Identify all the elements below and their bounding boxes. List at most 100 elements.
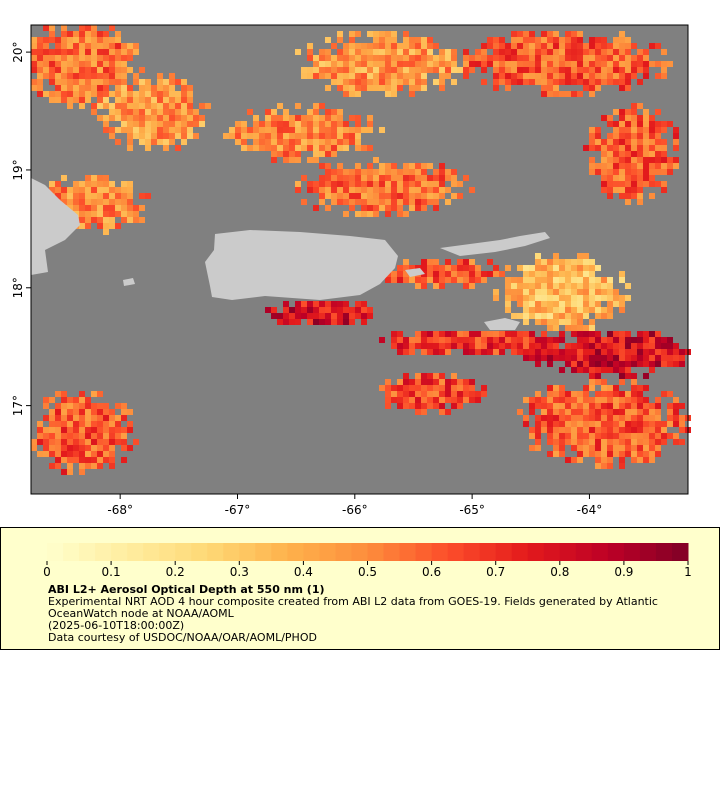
aerosol-pixel xyxy=(565,439,571,445)
aerosol-pixel xyxy=(259,121,265,127)
aerosol-pixel xyxy=(637,445,643,451)
aerosol-pixel xyxy=(349,169,355,175)
aerosol-pixel xyxy=(121,403,127,409)
aerosol-pixel xyxy=(433,397,439,403)
y-tick-label: 17° xyxy=(11,395,25,416)
aerosol-pixel xyxy=(529,73,535,79)
aerosol-pixel xyxy=(469,259,475,265)
aerosol-pixel xyxy=(79,403,85,409)
aerosol-pixel xyxy=(325,187,331,193)
aerosol-pixel xyxy=(439,85,445,91)
aerosol-pixel xyxy=(445,67,451,73)
colorbar-cell xyxy=(671,543,689,561)
aerosol-pixel xyxy=(583,49,589,55)
aerosol-pixel xyxy=(559,61,565,67)
aerosol-pixel xyxy=(121,49,127,55)
aerosol-pixel xyxy=(661,49,667,55)
aerosol-pixel xyxy=(463,385,469,391)
aerosol-pixel xyxy=(367,121,373,127)
aerosol-pixel xyxy=(241,133,247,139)
aerosol-pixel xyxy=(655,337,661,343)
aerosol-pixel xyxy=(589,169,595,175)
aerosol-pixel xyxy=(175,91,181,97)
aerosol-pixel xyxy=(655,445,661,451)
aerosol-pixel xyxy=(613,415,619,421)
aerosol-pixel xyxy=(67,43,73,49)
aerosol-pixel xyxy=(601,181,607,187)
aerosol-pixel xyxy=(577,445,583,451)
aerosol-pixel xyxy=(163,79,169,85)
aerosol-pixel xyxy=(253,139,259,145)
aerosol-pixel xyxy=(385,277,391,283)
aerosol-pixel xyxy=(37,439,43,445)
aerosol-pixel xyxy=(289,121,295,127)
aerosol-pixel xyxy=(517,313,523,319)
aerosol-pixel xyxy=(583,253,589,259)
colorbar-tick-label: 0.7 xyxy=(486,565,505,579)
aerosol-pixel xyxy=(355,211,361,217)
aerosol-pixel xyxy=(349,319,355,325)
aerosol-pixel xyxy=(661,139,667,145)
aerosol-pixel xyxy=(619,151,625,157)
aerosol-pixel xyxy=(613,409,619,415)
aerosol-pixel xyxy=(73,193,79,199)
aerosol-pixel xyxy=(427,271,433,277)
aerosol-pixel xyxy=(547,55,553,61)
aerosol-pixel xyxy=(115,55,121,61)
aerosol-pixel xyxy=(457,379,463,385)
aerosol-pixel xyxy=(559,79,565,85)
aerosol-pixel xyxy=(541,427,547,433)
aerosol-pixel xyxy=(541,37,547,43)
aerosol-pixel xyxy=(397,61,403,67)
aerosol-pixel xyxy=(643,343,649,349)
aerosol-pixel xyxy=(361,49,367,55)
aerosol-pixel xyxy=(589,355,595,361)
aerosol-pixel xyxy=(385,43,391,49)
aerosol-pixel xyxy=(133,73,139,79)
aerosol-pixel xyxy=(49,421,55,427)
aerosol-pixel xyxy=(499,271,505,277)
aerosol-pixel xyxy=(649,337,655,343)
aerosol-pixel xyxy=(391,193,397,199)
aerosol-pixel xyxy=(535,445,541,451)
aerosol-pixel xyxy=(601,157,607,163)
aerosol-pixel xyxy=(529,61,535,67)
aerosol-pixel xyxy=(613,337,619,343)
aerosol-pixel xyxy=(109,25,115,31)
aerosol-pixel xyxy=(601,73,607,79)
aerosol-pixel xyxy=(643,49,649,55)
aerosol-pixel xyxy=(517,31,523,37)
aerosol-pixel xyxy=(595,265,601,271)
aerosol-pixel xyxy=(511,331,517,337)
aerosol-pixel xyxy=(613,361,619,367)
aerosol-pixel xyxy=(55,421,61,427)
aerosol-pixel xyxy=(661,127,667,133)
aerosol-pixel xyxy=(349,67,355,73)
aerosol-pixel xyxy=(511,49,517,55)
aerosol-pixel xyxy=(391,205,397,211)
aerosol-pixel xyxy=(451,271,457,277)
aerosol-pixel xyxy=(607,151,613,157)
aerosol-pixel xyxy=(493,49,499,55)
aerosol-pixel xyxy=(103,451,109,457)
aerosol-pixel xyxy=(415,265,421,271)
aerosol-pixel xyxy=(133,217,139,223)
aerosol-pixel xyxy=(169,91,175,97)
aerosol-pixel xyxy=(103,187,109,193)
aerosol-pixel xyxy=(643,151,649,157)
aerosol-pixel xyxy=(49,433,55,439)
aerosol-pixel xyxy=(319,193,325,199)
aerosol-pixel xyxy=(415,67,421,73)
aerosol-pixel xyxy=(619,163,625,169)
aerosol-pixel xyxy=(343,139,349,145)
aerosol-pixel xyxy=(475,61,481,67)
aerosol-pixel xyxy=(637,451,643,457)
aerosol-pixel xyxy=(601,163,607,169)
aerosol-pixel xyxy=(463,277,469,283)
aerosol-pixel xyxy=(589,43,595,49)
aerosol-pixel xyxy=(427,265,433,271)
aerosol-pixel xyxy=(367,127,373,133)
aerosol-pixel xyxy=(73,37,79,43)
aerosol-pixel xyxy=(301,301,307,307)
aerosol-pixel xyxy=(595,295,601,301)
